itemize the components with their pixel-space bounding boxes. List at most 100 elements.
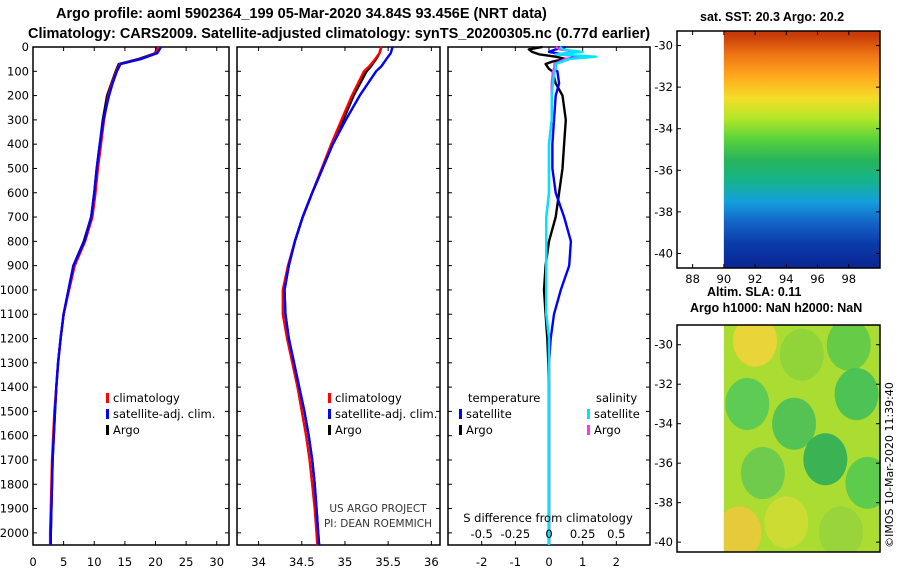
map-lat-label: -34 xyxy=(654,417,673,431)
legend-swatch xyxy=(459,409,462,419)
sla-blob xyxy=(803,433,848,486)
map-lon-label: 96 xyxy=(810,272,825,286)
x-tick-label: 34.5 xyxy=(289,555,315,569)
salinity-diff-tick-label: 0.25 xyxy=(570,527,596,541)
map-lat-label: -32 xyxy=(654,377,673,391)
map-lat-label: -32 xyxy=(654,80,673,94)
map-lon-label: 92 xyxy=(748,272,763,286)
x-tick-label: 35 xyxy=(338,555,353,569)
series-line-climatology xyxy=(281,46,383,546)
x-tick-label: 15 xyxy=(118,555,133,569)
map-panel-sla-map: -30 -32 -34 -36 -38 -40 xyxy=(654,324,881,553)
depth-tick-label: 1700 xyxy=(0,453,29,467)
legend-label: satellite-adj. clim. xyxy=(335,407,437,421)
legend-label: Argo xyxy=(113,423,140,437)
panel-frame xyxy=(236,46,441,546)
series-line-salinity-satellite xyxy=(545,46,598,545)
map-lon-label: 94 xyxy=(779,272,794,286)
sla-blob xyxy=(723,506,762,552)
x-tick-label: 5 xyxy=(60,555,67,569)
map-lon-label: 88 xyxy=(685,272,700,286)
sla-map-title-2: Argo h1000: NaN h2000: NaN xyxy=(690,301,863,315)
depth-tick-label: 600 xyxy=(7,186,29,200)
depth-tick-label: 1000 xyxy=(0,283,29,297)
series-line-satellite-adj-clim- xyxy=(283,46,394,546)
x-tick-label: 1 xyxy=(579,555,586,569)
legend-label: satellite xyxy=(594,407,640,421)
x-tick-label: -1 xyxy=(510,555,521,569)
depth-tick-label: 300 xyxy=(7,113,29,127)
salinity-diff-tick-label: 0 xyxy=(545,527,552,541)
x-tick-label: 35.5 xyxy=(375,555,401,569)
panel-frame xyxy=(32,46,230,546)
depth-tick-label: 1100 xyxy=(0,307,29,321)
x-tick-label: 0 xyxy=(545,555,552,569)
sla-map-title-1: Altim. SLA: 0.11 xyxy=(707,285,802,299)
map-lon-label: 90 xyxy=(717,272,732,286)
salinity-diff-tick-label: 0.5 xyxy=(607,527,625,541)
map-lat-label: -40 xyxy=(654,246,673,260)
map-lon-label: 98 xyxy=(841,272,856,286)
depth-tick-label: 0 xyxy=(22,40,29,54)
salinity-diff-axis-title: S difference from climatology xyxy=(463,511,633,525)
series-line-temperature-satellite xyxy=(547,45,581,545)
depth-tick-label: 1500 xyxy=(0,404,29,418)
legend-swatch xyxy=(328,393,331,403)
x-tick-label: 2 xyxy=(613,555,620,569)
title-line-1: Argo profile: aoml 5902364_199 05-Mar-20… xyxy=(56,6,547,22)
sla-blobs xyxy=(723,325,880,552)
x-tick-label: 36 xyxy=(424,555,439,569)
sst-field xyxy=(723,31,880,268)
map-frame xyxy=(676,324,881,553)
series-line-satellite-adj-clim- xyxy=(49,46,163,545)
sla-blob xyxy=(764,496,809,549)
legend-swatch xyxy=(459,425,462,435)
salinity-diff-tick-label: -0.25 xyxy=(500,527,530,541)
series-line-argo xyxy=(283,46,383,546)
sst-map-title: sat. SST: 20.3 Argo: 20.2 xyxy=(700,10,845,24)
sla-blob xyxy=(740,447,785,500)
depth-tick-label: 1800 xyxy=(0,477,29,491)
sla-blob xyxy=(779,328,824,381)
map-lat-label: -30 xyxy=(654,39,673,53)
map-lat-label: -34 xyxy=(654,122,673,136)
x-tick-label: 34 xyxy=(251,555,266,569)
legend-label: Argo xyxy=(335,423,362,437)
depth-tick-label: 1200 xyxy=(0,332,29,346)
legend-label: Argo xyxy=(466,423,493,437)
legend-swatch xyxy=(587,409,590,419)
legend-label: climatology xyxy=(113,391,180,405)
depth-tick-label: 1400 xyxy=(0,380,29,394)
x-tick-label: -2 xyxy=(476,555,487,569)
x-tick-label: 0 xyxy=(29,555,36,569)
x-tick-label: 10 xyxy=(87,555,102,569)
map-lat-label: -40 xyxy=(654,535,673,549)
legend-label: salinity xyxy=(596,391,637,405)
legend-label: Argo xyxy=(594,423,621,437)
x-tick-label: 30 xyxy=(209,555,224,569)
profile-panel-salinity-profile: 34 34.5 35 35.5 36 climatology satellite-adj. … xyxy=(236,46,441,569)
sla-blob xyxy=(733,325,778,367)
profile-panel-temperature-profile: 0 5 10 15 20 25 30 climatology satellite-adj. cl… xyxy=(29,46,230,569)
imos-side-label: ©IMOS 10-Mar-2020 11:39:40 xyxy=(883,382,896,548)
depth-tick-label: 400 xyxy=(7,137,29,151)
map-lat-label: -36 xyxy=(654,163,673,177)
sla-blob xyxy=(772,397,817,450)
legend-swatch xyxy=(106,425,109,435)
depth-tick-label: 200 xyxy=(7,89,29,103)
depth-tick-label: 1300 xyxy=(0,356,29,370)
credit-pi: PI: DEAN ROEMMICH xyxy=(324,518,432,530)
salinity-diff-tick-label: -0.5 xyxy=(470,527,492,541)
depth-tick-label: 700 xyxy=(7,210,29,224)
legend-swatch xyxy=(328,425,331,435)
title-line-2: Climatology: CARS2009. Satellite-adjuste… xyxy=(28,26,651,42)
legend-swatch xyxy=(587,425,590,435)
map-lat-label: -38 xyxy=(654,205,673,219)
map-lat-label: -30 xyxy=(654,338,673,352)
depth-tick-label: 2000 xyxy=(0,526,29,540)
map-lat-label: -38 xyxy=(654,496,673,510)
sla-blob xyxy=(845,456,880,509)
legend-label: climatology xyxy=(335,391,402,405)
map-lat-label: -36 xyxy=(654,456,673,470)
